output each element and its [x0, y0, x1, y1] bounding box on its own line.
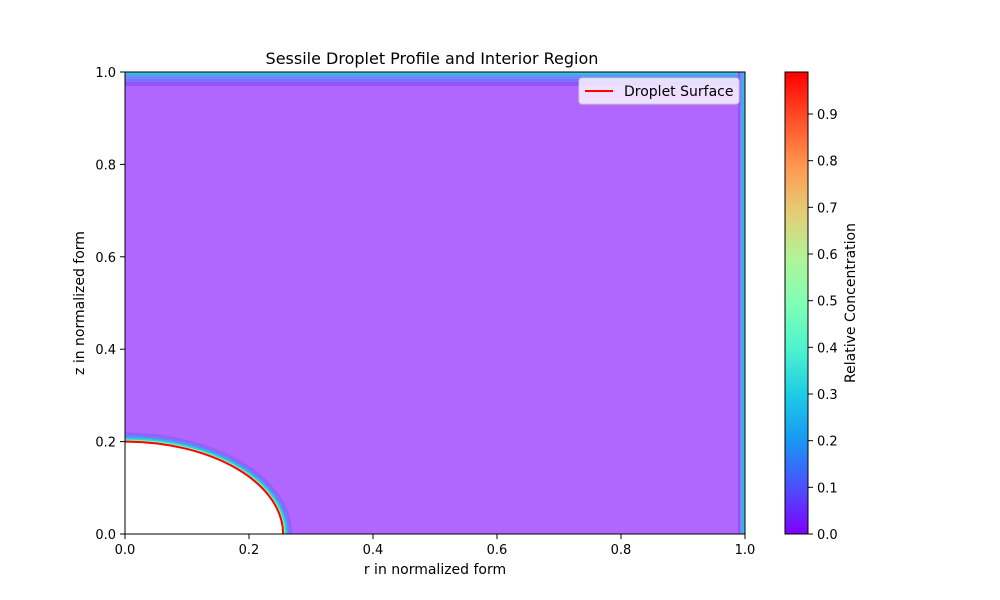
y-tick-label: 0.0 — [95, 528, 116, 543]
colorbar-tick-label: 0.2 — [817, 435, 838, 450]
legend: Droplet Surface — [578, 77, 740, 105]
legend-box — [578, 77, 740, 105]
colorbar-label: Relative Concentration — [843, 223, 859, 383]
colorbar-tick-label: 0.9 — [817, 108, 838, 123]
plot-frame — [124, 71, 746, 535]
x-tick-label: 0.2 — [239, 543, 260, 558]
y-tick-label: 0.8 — [95, 158, 116, 173]
colorbar-tick-label: 0.5 — [817, 295, 838, 310]
y-tick-label: 0.6 — [95, 251, 116, 266]
legend-label-droplet-surface: Droplet Surface — [624, 84, 733, 100]
x-tick-label: 0.0 — [115, 543, 136, 558]
colorbar: 0.0 0.1 0.2 0.3 0.4 0.5 0.6 0.7 0.8 0.9 Relative … — [784, 71, 859, 543]
x-axis-ticks: 0.0 0.2 0.4 0.6 0.8 1.0 — [115, 534, 756, 558]
top-boundary-band — [125, 72, 745, 74]
right-boundary-band — [743, 72, 745, 534]
colorbar-ticks: 0.0 0.1 0.2 0.3 0.4 0.5 0.6 0.7 0.8 0.9 — [808, 108, 838, 543]
droplet-interior — [125, 441, 284, 534]
x-tick-label: 1.0 — [735, 543, 756, 558]
y-axis-label: z in normalized form — [72, 231, 88, 375]
y-tick-label: 0.4 — [95, 343, 116, 358]
x-axis-label: r in normalized form — [364, 562, 506, 578]
colorbar-tick-label: 0.0 — [817, 528, 838, 543]
colorbar-tick-label: 0.3 — [817, 388, 838, 403]
plot-area — [125, 72, 745, 534]
y-tick-label: 1.0 — [95, 66, 116, 81]
y-axis-ticks: 0.0 0.2 0.4 0.6 0.8 1.0 — [95, 66, 125, 543]
x-tick-label: 0.8 — [611, 543, 632, 558]
chart-title: Sessile Droplet Profile and Interior Reg… — [266, 49, 599, 68]
colorbar-tick-label: 0.1 — [817, 481, 838, 496]
colorbar-tick-label: 0.8 — [817, 155, 838, 170]
colorbar-tick-label: 0.4 — [817, 341, 838, 356]
colorbar-tick-label: 0.6 — [817, 248, 838, 263]
x-tick-label: 0.4 — [363, 543, 384, 558]
x-tick-label: 0.6 — [487, 543, 508, 558]
droplet-surface-line — [125, 440, 285, 534]
y-tick-label: 0.2 — [95, 436, 116, 451]
colorbar-bar — [784, 71, 809, 535]
colorbar-tick-label: 0.7 — [817, 201, 838, 216]
